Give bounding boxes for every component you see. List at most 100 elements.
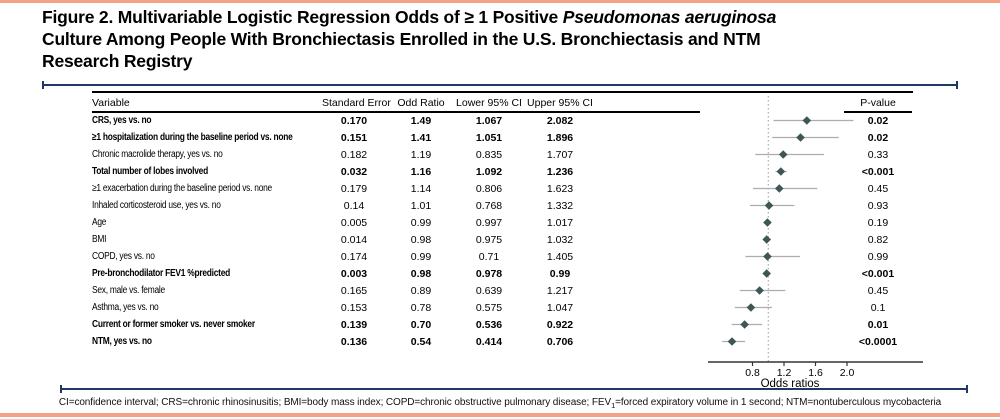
or-marker <box>746 303 756 312</box>
standard-error-value: 0.153 <box>340 301 368 314</box>
header-odd-ratio: Odd Ratio <box>397 96 445 109</box>
lower-ci-value: 0.639 <box>475 284 503 297</box>
table-row: Current or former smoker vs. never smoke… <box>92 316 912 333</box>
variable-name: COPD, yes vs. no <box>92 251 155 262</box>
variable-name: Inhaled corticosteroid use, yes vs. no <box>92 200 221 211</box>
or-marker <box>778 150 788 159</box>
odd-ratio-value: 0.99 <box>410 216 432 229</box>
standard-error-value: 0.005 <box>340 216 368 229</box>
p-value: <0.0001 <box>858 335 898 348</box>
figure-title-text: Figure 2. Multivariable Logistic Regress… <box>42 7 563 27</box>
variable-name: Pre-bronchodilator FEV1 %predicted <box>92 268 230 279</box>
lower-ci-value: 1.067 <box>475 114 503 127</box>
odd-ratio-value: 0.98 <box>410 267 432 280</box>
odd-ratio-value: 1.41 <box>410 131 432 144</box>
odd-ratio-value: 0.78 <box>410 301 432 314</box>
or-marker <box>763 218 772 227</box>
figure-title: Figure 2. Multivariable Logistic Regress… <box>42 6 932 72</box>
table-row: NTM, yes vs. no 0.136 0.54 0.414 0.706 <0.000… <box>92 333 912 350</box>
upper-ci-value: 1.623 <box>546 182 574 195</box>
standard-error-value: 0.165 <box>340 284 368 297</box>
top-accent-border <box>0 0 1000 3</box>
standard-error-value: 0.139 <box>340 318 368 331</box>
table-row: ≥1 hospitalization during the baseline p… <box>92 129 912 146</box>
figure-title-line: Culture Among People With Bronchiectasis… <box>42 29 761 49</box>
lower-ci-value: 0.536 <box>475 318 503 331</box>
table-row: COPD, yes vs. no 0.174 0.99 0.71 1.405 0.99 <box>92 248 912 265</box>
table-row: Inhaled corticosteroid use, yes vs. no 0.… <box>92 197 912 214</box>
lower-ci-value: 0.978 <box>475 267 503 280</box>
variable-name: Total number of lobes involved <box>92 166 208 177</box>
odd-ratio-value: 1.16 <box>410 165 432 178</box>
footnote-subscript: 1 <box>611 401 616 410</box>
table-row: Total number of lobes involved 0.032 1.16 1… <box>92 163 912 180</box>
or-marker <box>755 286 764 295</box>
or-marker <box>776 167 786 176</box>
standard-error-value: 0.179 <box>340 182 368 195</box>
lower-ci-value: 0.575 <box>475 301 503 314</box>
p-value: 0.01 <box>867 318 889 331</box>
upper-ci-value: 0.706 <box>546 335 574 348</box>
upper-ci-value: 2.082 <box>546 114 574 127</box>
upper-ci-value: 1.217 <box>546 284 574 297</box>
variable-name: NTM, yes vs. no <box>92 336 152 347</box>
upper-ci-value: 1.332 <box>546 199 574 212</box>
p-value-header-underline <box>844 111 912 113</box>
x-tick-label: 2.0 <box>840 367 855 379</box>
variable-name: ≥1 hospitalization during the baseline p… <box>92 132 293 143</box>
p-value: 0.45 <box>867 284 889 297</box>
variable-name: Age <box>92 217 107 228</box>
header-variable: Variable <box>92 96 130 109</box>
upper-ci-value: 1.047 <box>546 301 574 314</box>
table-row: Age 0.005 0.99 0.997 1.017 0.19 <box>92 214 912 231</box>
table-row: ≥1 exacerbation during the baseline peri… <box>92 180 912 197</box>
standard-error-value: 0.182 <box>340 148 368 161</box>
upper-ci-value: 1.032 <box>546 233 574 246</box>
p-value: 0.19 <box>867 216 889 229</box>
variable-name: Asthma, yes vs. no <box>92 302 159 313</box>
lower-ci-value: 1.051 <box>475 131 503 144</box>
standard-error-value: 0.032 <box>340 165 368 178</box>
lower-ci-value: 0.997 <box>475 216 503 229</box>
upper-ci-value: 1.896 <box>546 131 574 144</box>
variable-name: Chronic macrolide therapy, yes vs. no <box>92 149 223 160</box>
forest-plot: 0.8 1.2 1.6 2.0 Odds ratios <box>708 96 923 390</box>
standard-error-value: 0.174 <box>340 250 368 263</box>
x-tick-label: 0.8 <box>745 367 760 379</box>
variable-name: BMI <box>92 234 107 245</box>
odd-ratio-value: 1.01 <box>410 199 432 212</box>
upper-ci-value: 1.017 <box>546 216 574 229</box>
lower-ci-value: 0.71 <box>478 250 500 263</box>
or-marker <box>762 235 771 244</box>
p-value: 0.82 <box>867 233 889 246</box>
odd-ratio-value: 0.99 <box>410 250 432 263</box>
title-divider-rule <box>42 81 958 89</box>
table-body: CRS, yes vs. no 0.170 1.49 1.067 2.082 0.02 ≥1… <box>92 112 912 350</box>
standard-error-value: 0.170 <box>340 114 368 127</box>
lower-ci-value: 0.975 <box>475 233 503 246</box>
table-row: Chronic macrolide therapy, yes vs. no 0.1… <box>92 146 912 163</box>
p-value: 0.45 <box>867 182 889 195</box>
figure-title-line: Figure 2. Multivariable Logistic Regress… <box>42 6 932 28</box>
odd-ratio-value: 0.98 <box>410 233 432 246</box>
table-row: CRS, yes vs. no 0.170 1.49 1.067 2.082 0.02 <box>92 112 912 129</box>
or-marker <box>796 133 805 142</box>
standard-error-value: 0.136 <box>340 335 368 348</box>
p-value: 0.02 <box>867 114 889 127</box>
variable-name: Current or former smoker vs. never smoke… <box>92 319 255 330</box>
odd-ratio-value: 1.19 <box>410 148 432 161</box>
upper-ci-value: 1.236 <box>546 165 574 178</box>
or-marker <box>802 116 812 125</box>
odd-ratio-value: 1.49 <box>410 114 432 127</box>
p-value: 0.02 <box>867 131 889 144</box>
header-p-value: P-value <box>860 96 896 109</box>
table-row: Asthma, yes vs. no 0.153 0.78 0.575 1.047 0.1 <box>92 299 912 316</box>
or-marker <box>727 337 737 346</box>
x-axis-label: Odds ratios <box>761 378 820 390</box>
standard-error-value: 0.14 <box>343 199 365 212</box>
odd-ratio-value: 0.70 <box>410 318 432 331</box>
lower-ci-value: 1.092 <box>475 165 503 178</box>
or-marker <box>764 201 774 210</box>
header-lower-ci: Lower 95% CI <box>456 96 522 109</box>
p-value: <0.001 <box>861 267 895 280</box>
